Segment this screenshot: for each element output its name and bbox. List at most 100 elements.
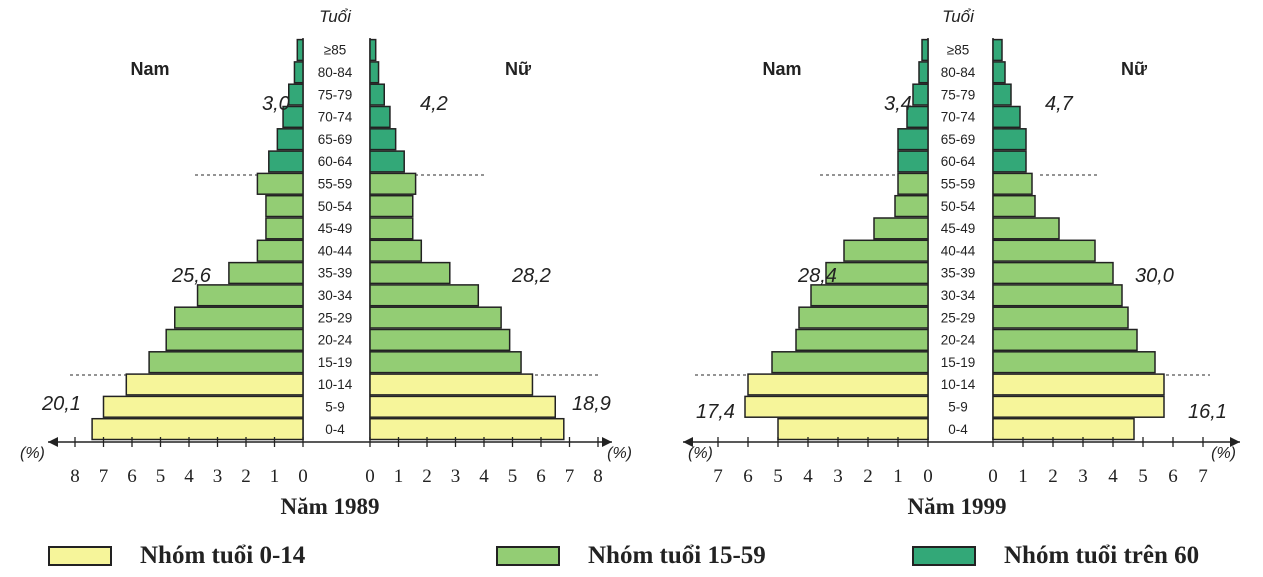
age-group-label: 35-39 <box>941 266 976 281</box>
x-tick-label: 0 <box>988 466 998 487</box>
x-tick-label: 1 <box>893 466 903 487</box>
age-axis-label: Tuổi <box>942 7 975 26</box>
female-bar <box>369 351 522 374</box>
x-tick-label: 7 <box>99 466 109 487</box>
chart-title: Năm 1999 <box>907 494 1006 519</box>
unit-label-right: (%) <box>607 445 632 462</box>
female-bar <box>369 306 502 329</box>
female-bar <box>369 128 397 151</box>
age-group-label: 30-34 <box>318 288 353 303</box>
male-bar <box>897 128 929 151</box>
male-bar <box>228 261 304 285</box>
age-group-label: 15-19 <box>941 355 976 370</box>
male-bar <box>196 284 304 307</box>
x-tick-label: 2 <box>863 466 873 487</box>
x-tick-label: 4 <box>479 466 489 487</box>
female-bar <box>369 284 480 307</box>
female-bar <box>992 395 1165 418</box>
female-bar <box>992 328 1138 352</box>
female-bar <box>992 217 1060 240</box>
annotation-right-60-plus: 4,2 <box>420 93 448 115</box>
age-group-label: 20-24 <box>941 333 976 348</box>
female-bar <box>992 261 1114 285</box>
male-bar <box>256 239 304 262</box>
age-group-label: 25-29 <box>318 310 353 325</box>
annotation-right-0-14: 16,1 <box>1188 401 1227 423</box>
annotation-left-15-59: 25,6 <box>171 265 212 287</box>
female-bar <box>992 172 1033 195</box>
female-bar <box>992 417 1135 441</box>
male-bar <box>843 239 929 262</box>
age-group-label: 5-9 <box>325 399 345 414</box>
annotation-left-60-plus: 3,4 <box>884 93 912 115</box>
legend: Nhóm tuổi 0-14 Nhóm tuổi 15-59 Nhóm tuổi… <box>0 538 1263 574</box>
female-bar <box>369 328 511 352</box>
male-bar <box>256 172 304 195</box>
female-bar <box>992 284 1123 307</box>
x-tick-label: 6 <box>1168 466 1178 487</box>
x-tick-label: 0 <box>923 466 933 487</box>
annotation-left-60-plus: 3,0 <box>262 93 290 115</box>
legend-item-60-plus: Nhóm tuổi trên 60 <box>912 538 1199 574</box>
female-bar <box>369 417 565 441</box>
female-bar <box>369 105 391 129</box>
x-tick-label: 3 <box>213 466 223 487</box>
female-bar <box>992 105 1021 129</box>
x-tick-label: 3 <box>833 466 843 487</box>
female-bar <box>992 194 1036 218</box>
male-bar <box>288 83 304 106</box>
female-bar <box>992 373 1165 396</box>
male-bar <box>268 150 304 173</box>
legend-label-15-59: Nhóm tuổi 15-59 <box>588 542 766 569</box>
male-bar <box>897 150 929 173</box>
x-tick-label: 6 <box>536 466 546 487</box>
age-group-label: 55-59 <box>941 176 976 191</box>
age-group-label: 45-49 <box>941 221 976 236</box>
female-bar <box>992 83 1012 106</box>
male-bar <box>918 61 929 84</box>
male-bar <box>102 395 304 418</box>
x-tick-label: 3 <box>451 466 461 487</box>
age-axis-label: Tuổi <box>319 7 352 26</box>
x-tick-label: 4 <box>184 466 194 487</box>
legend-item-15-59: Nhóm tuổi 15-59 <box>496 538 766 574</box>
x-tick-label: 5 <box>1138 466 1148 487</box>
x-tick-label: 1 <box>394 466 404 487</box>
age-group-label: 15-19 <box>318 355 353 370</box>
left-arrow-icon <box>683 437 693 447</box>
age-group-label: 50-54 <box>941 199 976 214</box>
x-tick-label: 7 <box>713 466 723 487</box>
x-tick-label: 5 <box>508 466 518 487</box>
legend-swatch-0-14 <box>48 546 112 566</box>
legend-swatch-60-plus <box>912 546 976 566</box>
female-bar <box>992 306 1129 329</box>
female-bar <box>992 61 1006 84</box>
chart-title: Năm 1989 <box>280 494 379 519</box>
age-group-label: 30-34 <box>941 288 976 303</box>
male-bar <box>165 328 304 352</box>
x-tick-label: 0 <box>365 466 375 487</box>
annotation-left-0-14: 17,4 <box>696 401 735 423</box>
annotation-right-0-14: 18,9 <box>572 393 611 415</box>
annotation-left-0-14: 20,1 <box>41 393 81 415</box>
age-group-label: 70-74 <box>941 110 976 125</box>
age-group-label: 75-79 <box>941 87 976 102</box>
x-tick-label: 4 <box>1108 466 1118 487</box>
female-label: Nữ <box>505 59 532 79</box>
male-bar <box>276 128 304 151</box>
male-label: Nam <box>130 59 169 79</box>
legend-label-60-plus: Nhóm tuổi trên 60 <box>1004 542 1200 569</box>
male-bar <box>744 395 929 418</box>
male-bar <box>921 38 929 62</box>
x-tick-label: 7 <box>1198 466 1208 487</box>
legend-swatch-15-59 <box>496 546 560 566</box>
male-bar <box>174 306 304 329</box>
unit-label-left: (%) <box>688 445 713 462</box>
age-group-label: 60-64 <box>318 154 353 169</box>
male-bar <box>296 38 304 62</box>
male-bar <box>894 194 929 218</box>
male-label: Nam <box>762 59 801 79</box>
x-tick-label: 8 <box>593 466 603 487</box>
age-group-label: 55-59 <box>318 176 353 191</box>
male-bar <box>125 373 304 396</box>
